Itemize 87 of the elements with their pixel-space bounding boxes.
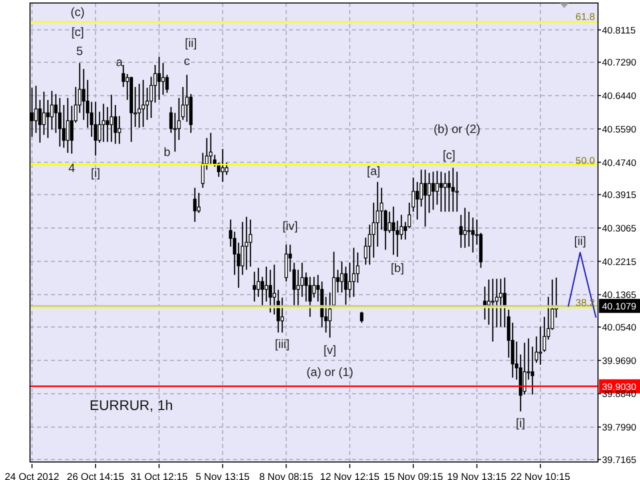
candlestick — [220, 148, 224, 182]
ref-line-label: 40.1079 — [602, 301, 636, 312]
y-tick-label: 39.9690 — [602, 356, 636, 367]
candlestick — [256, 267, 260, 298]
text: EURRUR, 1h — [90, 397, 173, 413]
candlestick — [110, 94, 114, 142]
candlestick — [42, 91, 46, 136]
candlestick — [491, 278, 494, 342]
candlestick — [224, 162, 228, 176]
candlestick — [157, 56, 161, 100]
candlestick — [463, 207, 467, 248]
annotation: [c] — [71, 25, 84, 39]
y-tick-label: 40.2215 — [602, 256, 636, 268]
y-tick-label: 40.4740 — [602, 158, 636, 169]
candlestick — [197, 192, 201, 214]
annotation: b — [164, 145, 171, 159]
annotation: [iv] — [282, 219, 298, 233]
annotation: [iii] — [274, 337, 290, 351]
candlestick — [431, 171, 435, 210]
annotation: [a] — [366, 164, 380, 178]
y-tick-label: 39.7990 — [602, 422, 636, 434]
y-tick-label: 40.8115 — [602, 25, 636, 36]
candlestick — [142, 79, 145, 128]
x-tick-label: 24 Oct 2012 — [4, 472, 60, 480]
y-tick-label: 40.6440 — [602, 91, 636, 102]
candlestick — [352, 247, 356, 298]
y-tick-label: 40.0540 — [602, 322, 636, 334]
candlestick — [360, 311, 364, 324]
candlestick — [161, 62, 165, 96]
x-tick-label: 31 Oct 12:15 — [130, 472, 188, 480]
candlestick — [94, 101, 98, 156]
y-tick-label: 40.1365 — [602, 290, 636, 302]
y-tick-label: 39.7165 — [602, 454, 636, 466]
candlestick — [340, 260, 344, 294]
annotation: 4 — [68, 161, 76, 175]
annotation: (a) or (1) — [306, 365, 354, 379]
candlestick — [284, 244, 288, 282]
x-tick-label: 19 Nov 13:15 — [447, 472, 508, 480]
candlestick — [443, 172, 447, 212]
candlestick — [66, 97, 70, 154]
annotation: [v] — [324, 343, 336, 357]
y-tick-label: 40.3915 — [602, 190, 636, 202]
candlestick — [447, 170, 451, 212]
candlestick — [300, 262, 304, 298]
candlestick — [439, 171, 443, 212]
annotation: c — [184, 54, 190, 68]
annotation: [ii] — [574, 234, 586, 248]
candlestick — [428, 172, 431, 214]
candlestick — [252, 271, 256, 302]
candlestick — [376, 181, 380, 248]
annotation: [c] — [442, 148, 456, 162]
annotation: a — [116, 55, 124, 69]
candlestick — [280, 297, 284, 334]
x-tick-label: 5 Nov 13:15 — [196, 472, 250, 480]
annotation: (b) or (2) — [434, 122, 480, 136]
candlestick — [483, 286, 487, 320]
annotation: (c) — [70, 5, 85, 19]
y-tick-label: 40.5590 — [602, 124, 636, 136]
candlestick — [538, 326, 542, 366]
annotation: 5 — [76, 44, 84, 58]
y-tick-label: 40.7290 — [602, 58, 636, 69]
candlestick — [424, 169, 427, 228]
candlestick — [58, 97, 62, 148]
annotation: [b] — [390, 261, 404, 275]
x-tick-label: 15 Nov 09:15 — [384, 472, 444, 480]
candlestick — [499, 278, 502, 328]
x-tick-label: 22 Nov 10:15 — [510, 472, 571, 480]
candlestick — [46, 99, 50, 139]
annotation: [ii] — [184, 36, 197, 50]
candlestick — [118, 115, 122, 144]
candlestick — [380, 187, 384, 230]
candlestick — [467, 211, 471, 248]
candlestick — [416, 181, 419, 220]
candlestick — [459, 214, 463, 248]
y-tick-label: 40.3065 — [602, 223, 636, 234]
candlestick — [209, 132, 212, 166]
candlestick — [193, 187, 197, 223]
x-tick-label: 26 Oct 14:15 — [66, 472, 125, 480]
annotation: [i] — [516, 416, 526, 430]
candlestick — [264, 266, 268, 302]
candlestick — [138, 83, 141, 128]
annotation: [i] — [90, 166, 100, 180]
candlestick — [173, 112, 177, 152]
x-tick-label: 12 Nov 12:15 — [320, 472, 380, 480]
candlestick — [185, 74, 189, 122]
annotation: 61.8 — [576, 12, 596, 23]
x-tick-label: 8 Nov 08:15 — [259, 472, 314, 480]
